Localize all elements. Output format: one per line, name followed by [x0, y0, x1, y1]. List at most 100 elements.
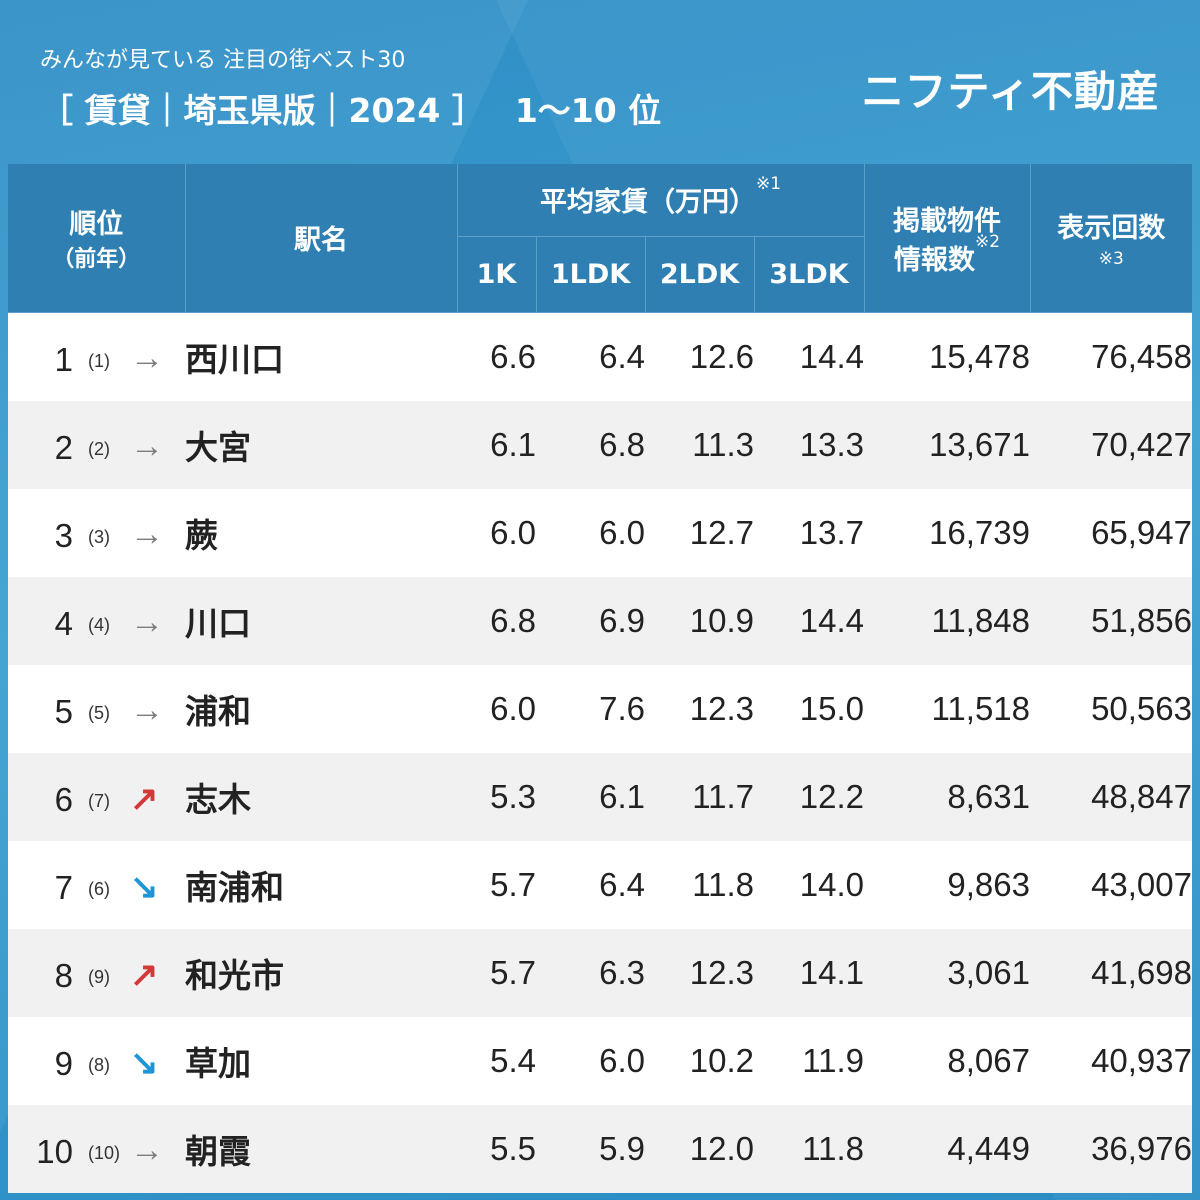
rent-2ldk: 11.7 — [645, 752, 754, 841]
station-name: 草加 — [185, 1016, 457, 1105]
previous-rank: (4) — [88, 614, 110, 635]
header-listings-line1: 掲載物件 — [893, 205, 1001, 237]
rent-1ldk: 6.4 — [536, 312, 645, 401]
views-count: 50,563 — [1030, 664, 1192, 753]
rent-1k: 5.7 — [457, 928, 536, 1017]
rent-1k: 6.8 — [457, 576, 536, 665]
rent-2ldk: 10.9 — [645, 576, 754, 665]
table-row: 4 (4) → 川口 6.8 6.9 10.9 14.4 11,848 51,8… — [8, 576, 1192, 665]
header-rank: 順位 （前年） — [8, 164, 186, 313]
views-count: 70,427 — [1030, 400, 1192, 489]
rank-number: 5 — [54, 692, 73, 730]
header-station: 駅名 — [185, 164, 458, 313]
rank-number: 6 — [54, 780, 73, 818]
trend-up-arrow-icon: ↗ — [130, 779, 159, 818]
rent-1k: 6.0 — [457, 488, 536, 577]
rent-1k: 6.0 — [457, 664, 536, 753]
trend-same-arrow-icon: → — [130, 690, 164, 729]
rank-number: 4 — [54, 604, 73, 642]
views-count: 51,856 — [1030, 576, 1192, 665]
rent-1k: 5.4 — [457, 1016, 536, 1105]
station-name: 志木 — [185, 752, 457, 841]
views-count: 41,698 — [1030, 928, 1192, 1017]
station-name: 蕨 — [185, 488, 457, 577]
previous-rank: (7) — [88, 790, 110, 811]
header-1k: 1K — [457, 236, 537, 313]
rank-number: 8 — [54, 956, 73, 994]
views-count: 65,947 — [1030, 488, 1192, 577]
header-1ldk: 1LDK — [536, 236, 646, 313]
header-rent-note: ※1 — [755, 174, 782, 195]
rank-cell: 10 (10) → — [8, 1104, 185, 1193]
previous-rank: (3) — [88, 526, 110, 547]
station-name: 朝霞 — [185, 1104, 457, 1193]
trend-same-arrow-icon: → — [130, 1130, 164, 1169]
listings-count: 15,478 — [864, 312, 1030, 401]
ranking-table: 順位 （前年） 駅名 平均家賃（万円）※1 掲載物件 情報数※2 表示回数 ※3… — [8, 164, 1192, 1193]
rank-number: 2 — [54, 428, 73, 466]
rent-3ldk: 13.7 — [754, 488, 864, 577]
title-text: ［ 賃貸｜埼玉県版｜2024 ］ — [40, 91, 485, 130]
rent-1k: 6.1 — [457, 400, 536, 489]
previous-rank: (1) — [88, 350, 110, 371]
rank-cell: 4 (4) → — [8, 576, 185, 665]
previous-rank: (8) — [88, 1054, 110, 1075]
listings-count: 11,848 — [864, 576, 1030, 665]
rent-2ldk: 11.3 — [645, 400, 754, 489]
rent-1ldk: 6.0 — [536, 1016, 645, 1105]
rent-1ldk: 5.9 — [536, 1104, 645, 1193]
header-2ldk: 2LDK — [645, 236, 755, 313]
station-name: 和光市 — [185, 928, 457, 1017]
rent-3ldk: 13.3 — [754, 400, 864, 489]
listings-count: 11,518 — [864, 664, 1030, 753]
rent-1ldk: 6.1 — [536, 752, 645, 841]
rent-2ldk: 12.3 — [645, 928, 754, 1017]
previous-rank: (6) — [88, 878, 110, 899]
station-name: 南浦和 — [185, 840, 457, 929]
rent-1k: 6.6 — [457, 312, 536, 401]
views-count: 36,976 — [1030, 1104, 1192, 1193]
table-row: 6 (7) ↗ 志木 5.3 6.1 11.7 12.2 8,631 48,84… — [8, 752, 1192, 841]
rent-3ldk: 11.8 — [754, 1104, 864, 1193]
table-row: 3 (3) → 蕨 6.0 6.0 12.7 13.7 16,739 65,94… — [8, 488, 1192, 577]
listings-count: 8,631 — [864, 752, 1030, 841]
station-name: 浦和 — [185, 664, 457, 753]
previous-rank: (2) — [88, 438, 110, 459]
trend-same-arrow-icon: → — [130, 426, 164, 465]
rank-number: 9 — [54, 1044, 73, 1082]
listings-count: 16,739 — [864, 488, 1030, 577]
rent-2ldk: 12.6 — [645, 312, 754, 401]
previous-rank: (10) — [88, 1142, 121, 1163]
page-title: ［ 賃貸｜埼玉県版｜2024 ］ 1〜10 位 — [40, 84, 661, 132]
rent-2ldk: 11.8 — [645, 840, 754, 929]
listings-count: 9,863 — [864, 840, 1030, 929]
views-count: 48,847 — [1030, 752, 1192, 841]
header-rent-label: 平均家賃（万円） — [539, 187, 756, 219]
trend-same-arrow-icon: → — [130, 602, 164, 641]
rank-number: 1 — [54, 340, 73, 378]
rank-number: 7 — [54, 868, 73, 906]
station-name: 大宮 — [185, 400, 457, 489]
rent-1ldk: 6.8 — [536, 400, 645, 489]
rent-2ldk: 12.0 — [645, 1104, 754, 1193]
rent-1k: 5.3 — [457, 752, 536, 841]
trend-same-arrow-icon: → — [130, 514, 164, 553]
header-listings: 掲載物件 情報数※2 — [864, 164, 1031, 313]
previous-rank: (5) — [88, 702, 110, 723]
rank-cell: 5 (5) → — [8, 664, 185, 753]
page-subtitle: みんなが見ている 注目の街ベスト30 — [40, 48, 406, 73]
brand-logo: ニフティ不動産 — [861, 67, 1160, 116]
views-count: 40,937 — [1030, 1016, 1192, 1105]
table-row: 10 (10) → 朝霞 5.5 5.9 12.0 11.8 4,449 36,… — [8, 1104, 1192, 1193]
listings-count: 4,449 — [864, 1104, 1030, 1193]
trend-up-arrow-icon: ↗ — [130, 955, 159, 994]
rank-cell: 2 (2) → — [8, 400, 185, 489]
rank-number: 10 — [36, 1132, 73, 1170]
table-row: 5 (5) → 浦和 6.0 7.6 12.3 15.0 11,518 50,5… — [8, 664, 1192, 753]
previous-rank: (9) — [88, 966, 110, 987]
rent-3ldk: 14.4 — [754, 312, 864, 401]
table-row: 1 (1) → 西川口 6.6 6.4 12.6 14.4 15,478 76,… — [8, 312, 1192, 401]
rank-number: 3 — [54, 516, 73, 554]
station-name: 西川口 — [185, 312, 457, 401]
rent-1ldk: 6.0 — [536, 488, 645, 577]
